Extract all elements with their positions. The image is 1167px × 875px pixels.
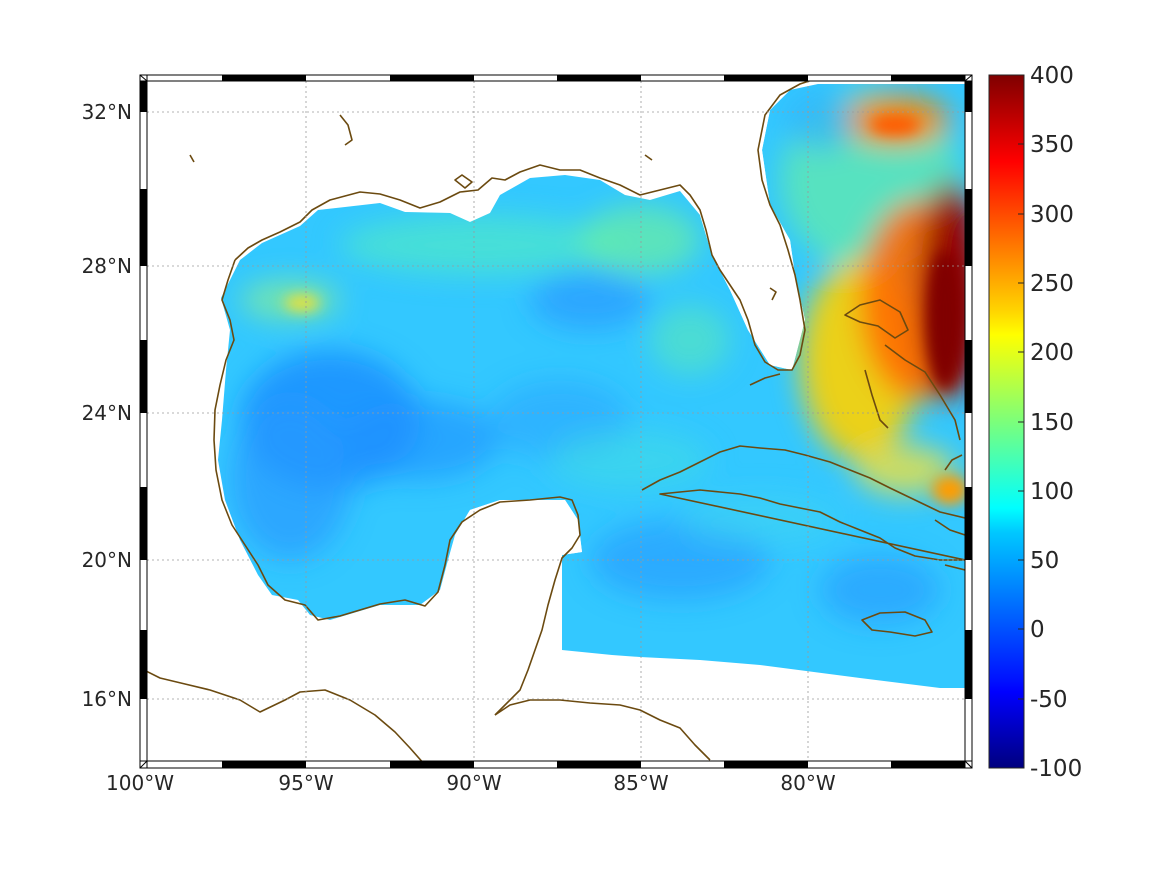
lat-label: 28°N [82, 254, 132, 278]
lon-label: 80°W [780, 771, 835, 795]
map-frame [139, 74, 973, 769]
coastline-layer [147, 81, 965, 761]
colorbar: 400 350 300 250 200 150 100 50 0 -50 -10… [988, 63, 1082, 782]
lat-label: 16°N [82, 687, 132, 711]
latitude-labels: 32°N 28°N 24°N 20°N 16°N [82, 100, 132, 711]
colorbar-label: 250 [1030, 271, 1074, 297]
colorbar-label: 50 [1030, 548, 1059, 574]
lon-label: 95°W [278, 771, 333, 795]
colorbar-label: -50 [1030, 687, 1068, 713]
colorbar-label: 200 [1030, 340, 1074, 366]
lon-label: 85°W [613, 771, 668, 795]
colorbar-label: 350 [1030, 132, 1074, 158]
longitude-labels: 100°W 95°W 90°W 85°W 80°W [106, 771, 836, 795]
land-layer [450, 90, 805, 712]
colorbar-label: -100 [1030, 756, 1082, 782]
lon-label: 90°W [446, 771, 501, 795]
lat-label: 24°N [82, 401, 132, 425]
colorbar-label: 100 [1030, 479, 1074, 505]
colorbar-label: 400 [1030, 63, 1074, 89]
lat-label: 20°N [82, 548, 132, 572]
lat-label: 32°N [82, 100, 132, 124]
graticule [147, 81, 965, 761]
colorbar-label: 300 [1030, 202, 1074, 228]
colorbar-label: 0 [1030, 617, 1045, 643]
colorbar-label: 150 [1030, 410, 1074, 436]
lon-label: 100°W [106, 771, 174, 795]
colorbar-ticks [1018, 74, 1024, 769]
